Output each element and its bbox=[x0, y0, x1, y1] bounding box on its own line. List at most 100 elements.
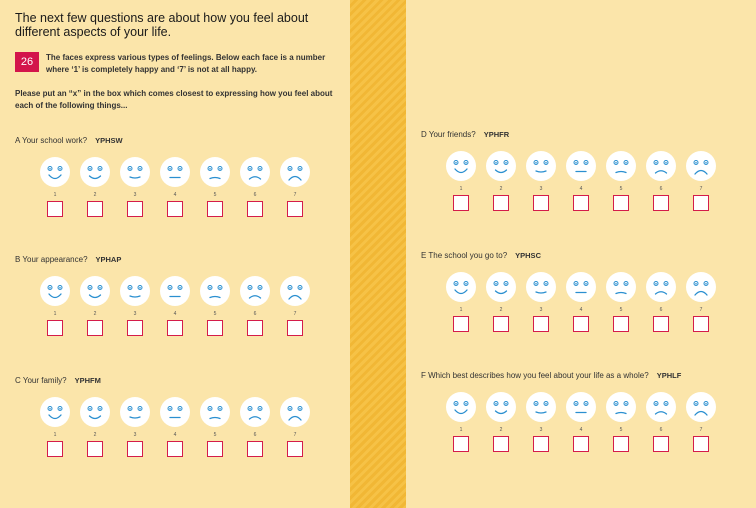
question-item-label: F Which best describes how you feel abou… bbox=[421, 371, 681, 381]
answer-checkbox[interactable] bbox=[127, 320, 143, 336]
scale-number: 6 bbox=[253, 192, 257, 198]
answer-checkbox[interactable] bbox=[47, 201, 63, 217]
scale-option-7: 7 bbox=[277, 156, 313, 236]
answer-checkbox[interactable] bbox=[127, 201, 143, 217]
scale-option-4: 4 bbox=[563, 271, 599, 351]
scale-option-6: 6 bbox=[237, 156, 273, 236]
answer-checkbox[interactable] bbox=[653, 316, 669, 332]
scale-option-4: 4 bbox=[157, 396, 193, 476]
completely-happy-face-icon bbox=[40, 397, 70, 427]
very-unhappy-face-icon bbox=[646, 272, 676, 302]
item-code: YPHFM bbox=[74, 376, 101, 385]
answer-checkbox[interactable] bbox=[87, 320, 103, 336]
scale-number: 5 bbox=[213, 311, 217, 317]
item-text: Your school work? bbox=[19, 136, 88, 145]
scale-option-4: 4 bbox=[563, 391, 599, 471]
scale-number: 1 bbox=[459, 186, 463, 192]
happy-face-icon bbox=[526, 151, 556, 181]
answer-checkbox[interactable] bbox=[207, 320, 223, 336]
happy-face-icon bbox=[120, 276, 150, 306]
question-item-label: D Your friends? YPHFR bbox=[421, 130, 509, 140]
answer-checkbox[interactable] bbox=[613, 436, 629, 452]
scale-number: 6 bbox=[659, 186, 663, 192]
scale-option-1: 1 bbox=[443, 150, 479, 230]
scale-number: 3 bbox=[133, 192, 137, 198]
rating-scale: 1 2 3 4 5 6 7 bbox=[443, 150, 723, 230]
answer-checkbox[interactable] bbox=[47, 320, 63, 336]
answer-checkbox[interactable] bbox=[247, 441, 263, 457]
page-title: The next few questions are about how you… bbox=[15, 11, 309, 39]
very-unhappy-face-icon bbox=[646, 151, 676, 181]
answer-checkbox[interactable] bbox=[573, 316, 589, 332]
answer-checkbox[interactable] bbox=[693, 436, 709, 452]
very-happy-face-icon bbox=[80, 276, 110, 306]
very-unhappy-face-icon bbox=[240, 276, 270, 306]
rating-scale: 1 2 3 4 5 6 7 bbox=[37, 156, 317, 236]
answer-checkbox[interactable] bbox=[127, 441, 143, 457]
answer-checkbox[interactable] bbox=[87, 441, 103, 457]
scale-number: 4 bbox=[579, 427, 583, 433]
answer-checkbox[interactable] bbox=[573, 195, 589, 211]
answer-checkbox[interactable] bbox=[287, 320, 303, 336]
very-happy-face-icon bbox=[80, 397, 110, 427]
answer-checkbox[interactable] bbox=[453, 316, 469, 332]
question-item-e: E The school you go to? YPHSC 1 2 3 4 5 6 7 bbox=[421, 251, 756, 351]
unhappy-face-icon bbox=[606, 392, 636, 422]
answer-checkbox[interactable] bbox=[613, 316, 629, 332]
scale-number: 1 bbox=[53, 192, 57, 198]
answer-checkbox[interactable] bbox=[247, 320, 263, 336]
question-item-a: A Your school work? YPHSW 1 2 3 4 5 6 7 bbox=[15, 136, 355, 236]
scale-option-5: 5 bbox=[197, 156, 233, 236]
scale-number: 1 bbox=[459, 427, 463, 433]
question-item-d: D Your friends? YPHFR 1 2 3 4 5 6 7 bbox=[421, 130, 756, 230]
scale-number: 4 bbox=[579, 186, 583, 192]
scale-number: 3 bbox=[539, 307, 543, 313]
answer-checkbox[interactable] bbox=[453, 195, 469, 211]
answer-checkbox[interactable] bbox=[573, 436, 589, 452]
answer-checkbox[interactable] bbox=[167, 201, 183, 217]
answer-checkbox[interactable] bbox=[493, 195, 509, 211]
scale-number: 6 bbox=[659, 307, 663, 313]
neutral-face-icon bbox=[566, 272, 596, 302]
question-number-badge: 26 bbox=[15, 52, 39, 72]
question-item-label: B Your appearance? YPHAP bbox=[15, 255, 121, 265]
answer-checkbox[interactable] bbox=[453, 436, 469, 452]
answer-checkbox[interactable] bbox=[613, 195, 629, 211]
not-at-all-happy-face-icon bbox=[280, 397, 310, 427]
question-item-label: E The school you go to? YPHSC bbox=[421, 251, 541, 261]
answer-checkbox[interactable] bbox=[207, 441, 223, 457]
scale-option-7: 7 bbox=[277, 396, 313, 476]
answer-checkbox[interactable] bbox=[287, 201, 303, 217]
answer-checkbox[interactable] bbox=[653, 436, 669, 452]
neutral-face-icon bbox=[566, 392, 596, 422]
answer-checkbox[interactable] bbox=[493, 436, 509, 452]
scale-number: 3 bbox=[133, 311, 137, 317]
answer-checkbox[interactable] bbox=[167, 441, 183, 457]
answer-checkbox[interactable] bbox=[493, 316, 509, 332]
answer-checkbox[interactable] bbox=[167, 320, 183, 336]
scale-option-7: 7 bbox=[277, 275, 313, 355]
answer-checkbox[interactable] bbox=[533, 436, 549, 452]
answer-checkbox[interactable] bbox=[693, 316, 709, 332]
answer-checkbox[interactable] bbox=[653, 195, 669, 211]
question-item-label: A Your school work? YPHSW bbox=[15, 136, 123, 146]
question-item-b: B Your appearance? YPHAP 1 2 3 4 5 6 7 bbox=[15, 255, 355, 355]
answer-checkbox[interactable] bbox=[207, 201, 223, 217]
answer-checkbox[interactable] bbox=[87, 201, 103, 217]
not-at-all-happy-face-icon bbox=[280, 276, 310, 306]
answer-checkbox[interactable] bbox=[247, 201, 263, 217]
answer-checkbox[interactable] bbox=[693, 195, 709, 211]
scale-number: 3 bbox=[539, 186, 543, 192]
scale-number: 7 bbox=[293, 311, 297, 317]
scale-option-7: 7 bbox=[683, 271, 719, 351]
rating-scale: 1 2 3 4 5 6 7 bbox=[443, 271, 723, 351]
scale-number: 3 bbox=[133, 432, 137, 438]
scale-number: 2 bbox=[499, 427, 503, 433]
answer-checkbox[interactable] bbox=[287, 441, 303, 457]
answer-checkbox[interactable] bbox=[533, 316, 549, 332]
neutral-face-icon bbox=[160, 397, 190, 427]
answer-checkbox[interactable] bbox=[533, 195, 549, 211]
neutral-face-icon bbox=[566, 151, 596, 181]
answer-checkbox[interactable] bbox=[47, 441, 63, 457]
item-code: YPHAP bbox=[95, 255, 122, 264]
